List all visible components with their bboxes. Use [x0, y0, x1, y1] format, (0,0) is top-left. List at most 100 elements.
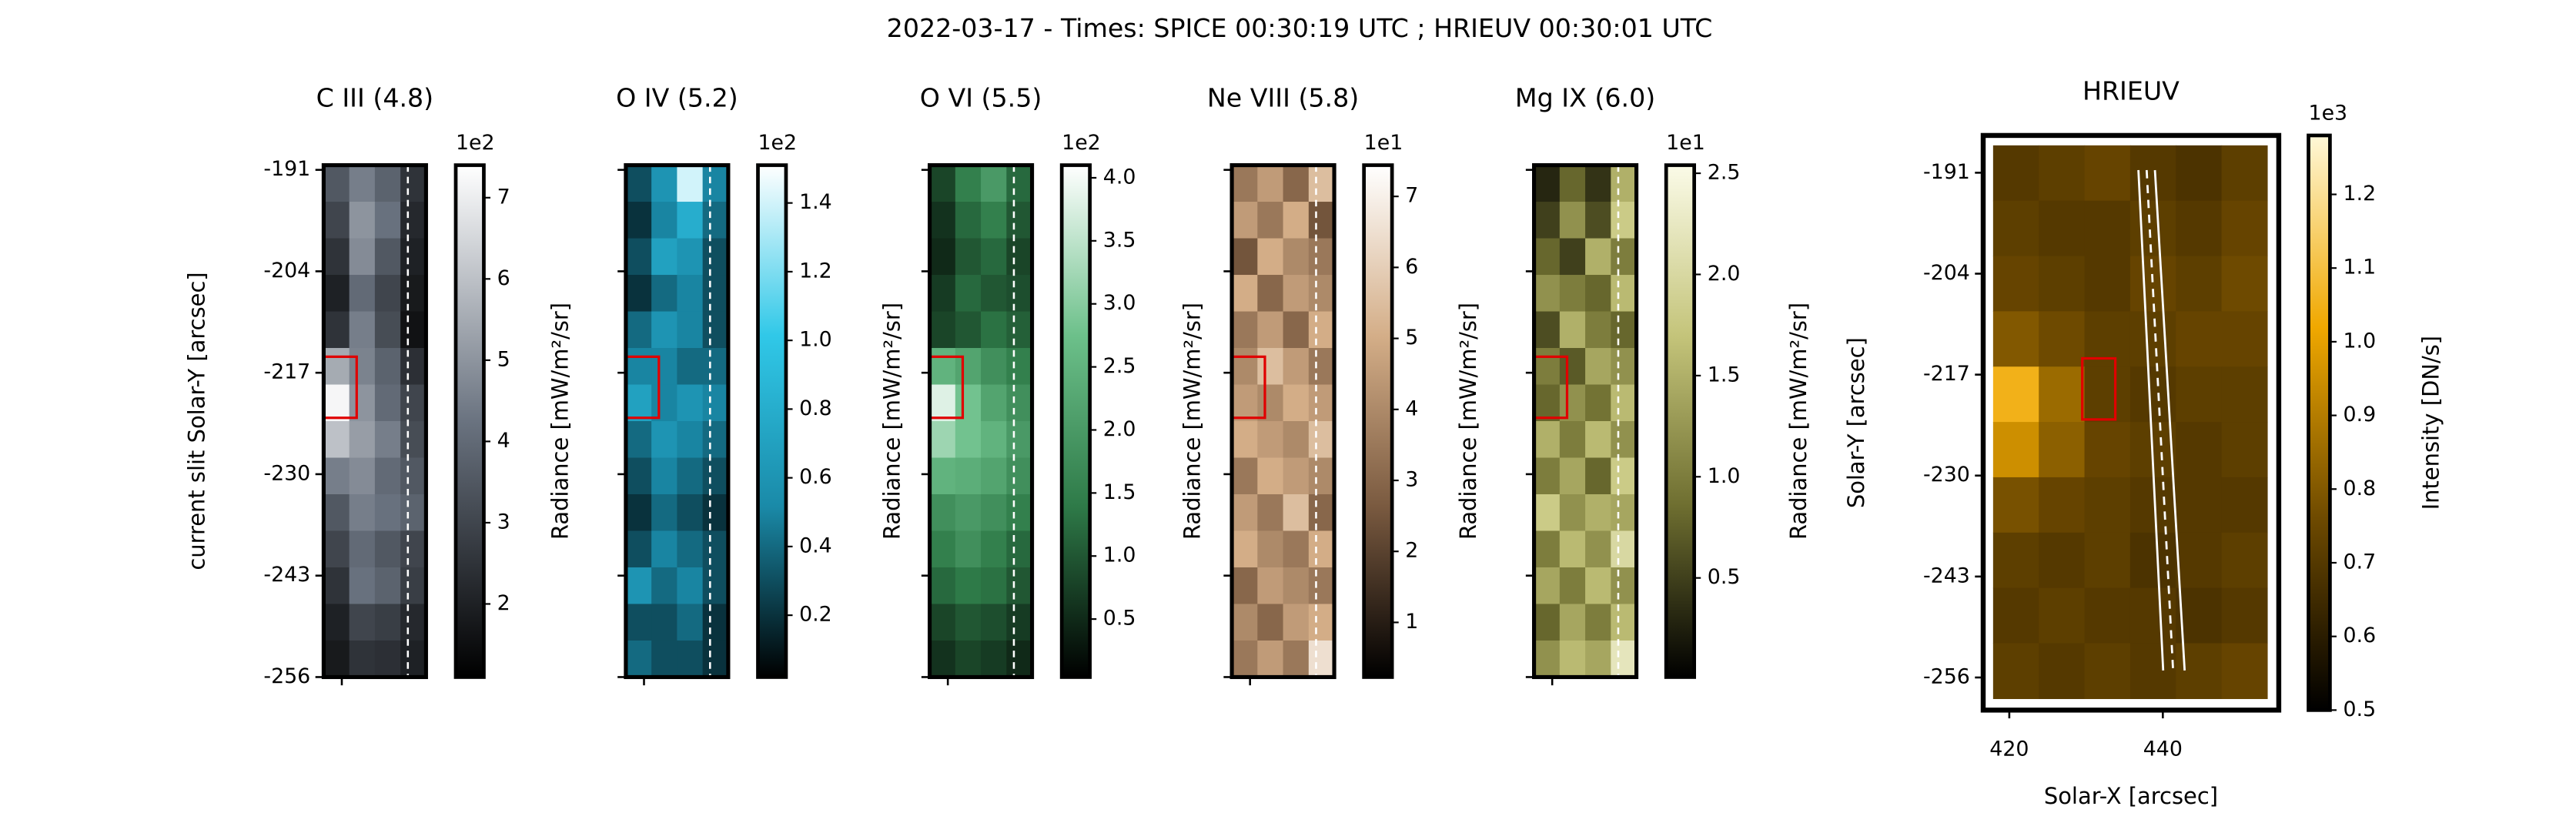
pixel — [2221, 256, 2268, 313]
pixel — [1257, 567, 1284, 605]
pixel — [955, 604, 982, 641]
pixel — [374, 567, 401, 605]
pixel — [1308, 348, 1335, 386]
pixel — [2039, 311, 2086, 367]
pixel — [981, 421, 1007, 459]
pixel — [2084, 422, 2131, 478]
pixel — [1559, 275, 1586, 313]
pixel — [1559, 421, 1586, 459]
pixel — [702, 311, 729, 349]
pixel — [1006, 384, 1033, 422]
pixel — [349, 311, 376, 349]
pixel — [1232, 421, 1258, 459]
colorbar-tick-label: 3.5 — [1103, 228, 1136, 252]
pixel — [323, 421, 350, 459]
axes-frame — [624, 162, 731, 680]
pixel — [651, 421, 678, 459]
pixel — [323, 348, 350, 386]
pixel — [1585, 457, 1611, 495]
pixel — [400, 384, 427, 422]
pixel — [2129, 145, 2176, 202]
colorbar-tick-label: 2.5 — [1708, 161, 1741, 185]
pixel — [1232, 275, 1258, 313]
colorbar-tick-label: 0.8 — [799, 396, 832, 420]
colorbar-tick-label: 0.2 — [799, 603, 832, 627]
y-tick-label: -230 — [263, 461, 310, 485]
pixel — [1283, 604, 1310, 641]
pixel — [349, 384, 376, 422]
pixel — [981, 604, 1007, 641]
pixel — [374, 530, 401, 568]
pixel — [677, 421, 704, 459]
pixel — [1534, 567, 1561, 605]
panel-title: Mg IX (6.0) — [1515, 82, 1655, 112]
pixel — [1559, 567, 1586, 605]
colorbar-tick-label: 0.5 — [2343, 698, 2377, 721]
pixel — [1283, 311, 1310, 349]
pixel — [1611, 384, 1638, 422]
pixel — [374, 421, 401, 459]
pixel — [1559, 640, 1586, 678]
pixel — [1585, 604, 1611, 641]
pixel — [1006, 640, 1033, 678]
pixel — [955, 640, 982, 678]
pixel — [2221, 311, 2268, 367]
pixel — [981, 275, 1007, 313]
colorbar-tick-label: 5 — [497, 347, 510, 371]
colorbar-tick-label: 0.5 — [1708, 565, 1741, 589]
pixel — [349, 493, 376, 532]
pixel — [400, 165, 427, 202]
pixel — [1992, 200, 2039, 257]
pixel — [349, 640, 376, 678]
pixel — [955, 348, 982, 386]
pixel — [1611, 275, 1638, 313]
pixel — [1992, 422, 2039, 478]
pixel — [374, 165, 401, 202]
pixel — [2084, 477, 2131, 534]
colorbar-tick-label: 2 — [1405, 539, 1418, 563]
pixel — [349, 457, 376, 495]
pixel — [955, 238, 982, 276]
pixel — [1992, 311, 2039, 367]
pixel — [2039, 256, 2086, 313]
slit-overlay — [2081, 169, 2186, 671]
pixel — [400, 421, 427, 459]
pixel — [1257, 348, 1284, 386]
colorbar-tick-label: 1.4 — [799, 190, 832, 214]
pixel — [1283, 275, 1310, 313]
pixel — [955, 421, 982, 459]
pixel — [1232, 311, 1258, 349]
colorbar-multiplier: 1e2 — [456, 131, 495, 155]
pixel — [1006, 530, 1033, 568]
axes-frame — [1229, 162, 1337, 680]
pixel — [2129, 643, 2176, 699]
pixel — [1992, 145, 2039, 202]
pixel — [2176, 145, 2223, 202]
pixel — [374, 604, 401, 641]
pixel — [955, 311, 982, 349]
pixel — [651, 238, 678, 276]
pixel — [677, 238, 704, 276]
pixel — [1308, 530, 1335, 568]
pixel — [981, 530, 1007, 568]
pixel — [1585, 348, 1611, 386]
pixel — [2221, 643, 2268, 699]
pixel — [1283, 530, 1310, 568]
pixel — [1308, 640, 1335, 678]
colorbar-tick-label: 4 — [497, 429, 510, 453]
pixel — [1308, 311, 1335, 349]
pixel — [981, 457, 1007, 495]
pixel — [625, 384, 652, 422]
colorbar — [1362, 163, 1394, 679]
pixel — [2039, 643, 2086, 699]
pixel — [2176, 366, 2223, 423]
pixel — [400, 348, 427, 386]
colorbar-tick-label: 2.5 — [1103, 354, 1136, 378]
y-tick-label: -230 — [1923, 463, 1970, 487]
pixel — [2039, 587, 2086, 644]
x-tick-label: 440 — [2143, 737, 2183, 761]
pixel — [1611, 238, 1638, 276]
pixel — [1585, 165, 1611, 202]
colorbar-multiplier: 1e1 — [1364, 131, 1403, 155]
y-tick-label: -256 — [1923, 664, 1970, 688]
